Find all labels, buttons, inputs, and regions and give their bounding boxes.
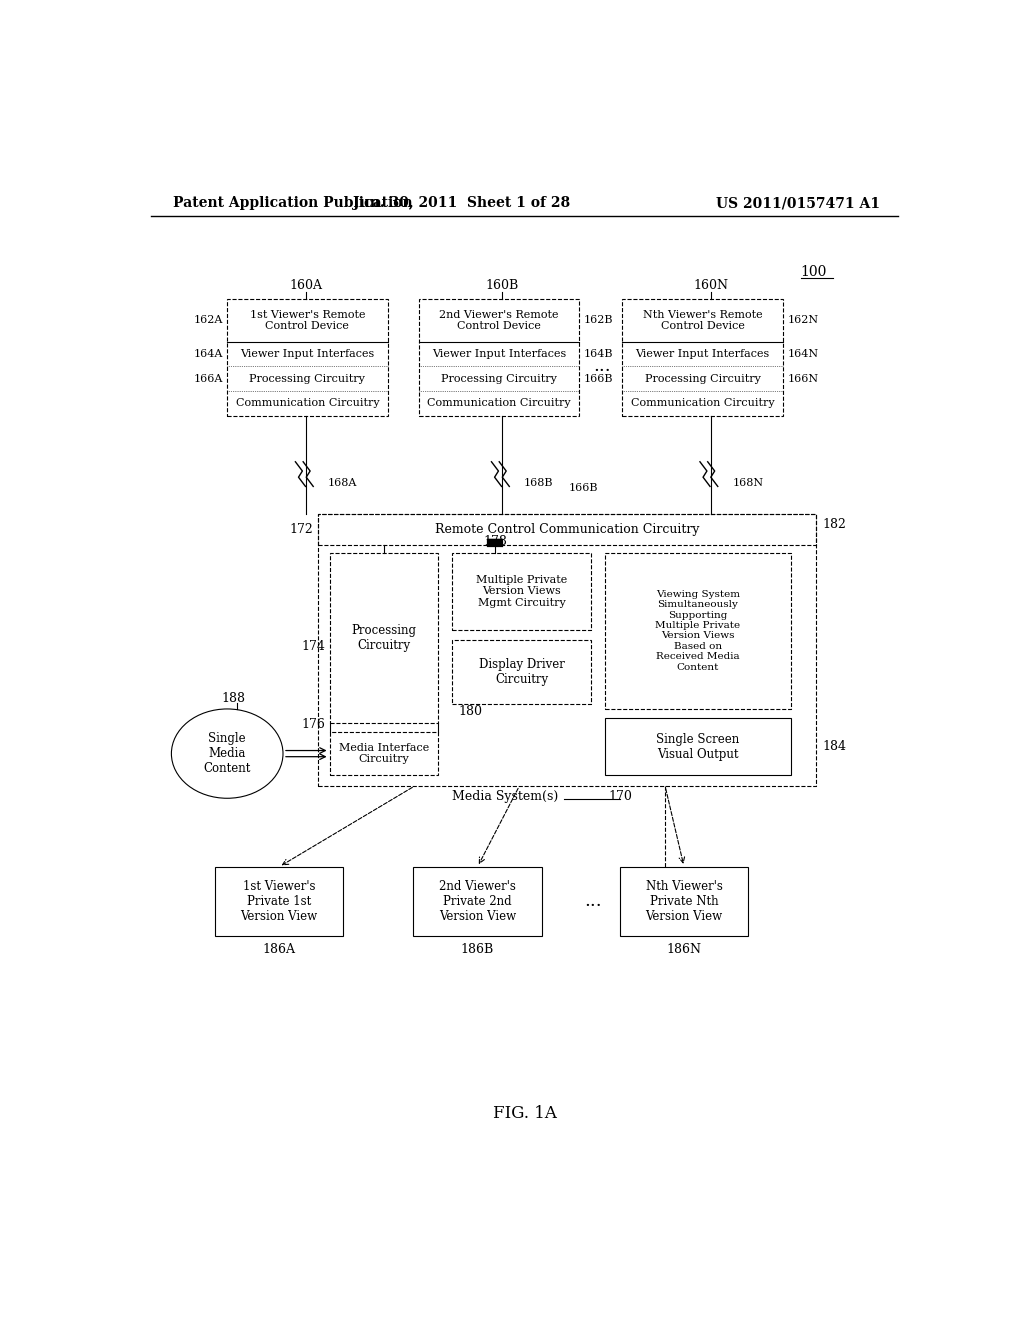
Bar <box>330 553 438 723</box>
Text: 168B: 168B <box>524 478 554 488</box>
Ellipse shape <box>171 709 283 799</box>
Text: Nth Viewer's Remote
Control Device: Nth Viewer's Remote Control Device <box>643 310 763 331</box>
Text: 166N: 166N <box>787 374 818 384</box>
Bar <box>621 867 748 936</box>
Text: 162A: 162A <box>194 315 222 326</box>
Text: Remote Control Communication Circuitry: Remote Control Communication Circuitry <box>435 523 699 536</box>
Text: Processing Circuitry: Processing Circuitry <box>250 374 366 384</box>
Text: Viewer Input Interfaces: Viewer Input Interfaces <box>636 348 770 359</box>
Text: Single Screen
Visual Output: Single Screen Visual Output <box>656 733 739 760</box>
Text: Jun. 30, 2011  Sheet 1 of 28: Jun. 30, 2011 Sheet 1 of 28 <box>352 197 569 210</box>
Text: Media System(s): Media System(s) <box>452 791 562 804</box>
Bar <box>227 300 388 416</box>
Text: 166B: 166B <box>568 483 598 492</box>
Text: 172: 172 <box>290 523 313 536</box>
Text: Display Driver
Circuitry: Display Driver Circuitry <box>479 657 564 686</box>
Bar <box>215 867 343 936</box>
Text: 164B: 164B <box>584 348 613 359</box>
Text: FIG. 1A: FIG. 1A <box>493 1105 557 1122</box>
Text: 160A: 160A <box>290 279 323 292</box>
Text: 184: 184 <box>822 741 847 754</box>
Text: 100: 100 <box>801 265 827 280</box>
Bar <box>414 867 542 936</box>
Text: 166B: 166B <box>584 374 613 384</box>
Bar <box>452 640 592 704</box>
Text: 164A: 164A <box>194 348 222 359</box>
Text: ...: ... <box>584 892 602 911</box>
Bar <box>330 733 438 775</box>
Text: Processing Circuitry: Processing Circuitry <box>645 374 761 384</box>
Text: Media Interface
Circuitry: Media Interface Circuitry <box>339 743 429 764</box>
Text: Multiple Private
Version Views
Mgmt Circuitry: Multiple Private Version Views Mgmt Circ… <box>476 574 567 607</box>
Text: 186B: 186B <box>461 944 495 957</box>
Text: 2nd Viewer's Remote
Control Device: 2nd Viewer's Remote Control Device <box>439 310 558 331</box>
Text: 1st Viewer's Remote
Control Device: 1st Viewer's Remote Control Device <box>250 310 366 331</box>
Text: ...: ... <box>594 358 611 375</box>
Text: 168N: 168N <box>732 478 764 488</box>
Text: 166A: 166A <box>194 374 222 384</box>
Bar <box>623 300 783 416</box>
Bar <box>605 553 791 709</box>
Text: 1st Viewer's
Private 1st
Version View: 1st Viewer's Private 1st Version View <box>241 880 317 923</box>
Text: 186N: 186N <box>667 944 701 957</box>
Text: 186A: 186A <box>262 944 296 957</box>
Text: Communication Circuitry: Communication Circuitry <box>427 399 570 408</box>
Text: Viewer Input Interfaces: Viewer Input Interfaces <box>241 348 375 359</box>
Bar <box>605 718 791 775</box>
Text: Communication Circuitry: Communication Circuitry <box>236 399 379 408</box>
Text: Communication Circuitry: Communication Circuitry <box>631 399 774 408</box>
Text: 170: 170 <box>608 791 633 804</box>
Text: 162N: 162N <box>787 315 818 326</box>
Text: 2nd Viewer's
Private 2nd
Version View: 2nd Viewer's Private 2nd Version View <box>439 880 516 923</box>
Text: 160B: 160B <box>485 279 519 292</box>
Text: US 2011/0157471 A1: US 2011/0157471 A1 <box>716 197 880 210</box>
Bar <box>419 300 579 416</box>
Text: Patent Application Publication: Patent Application Publication <box>173 197 413 210</box>
Text: 176: 176 <box>301 718 325 731</box>
Text: Viewing System
Simultaneously
Supporting
Multiple Private
Version Views
Based on: Viewing System Simultaneously Supporting… <box>655 590 740 672</box>
Text: Viewer Input Interfaces: Viewer Input Interfaces <box>432 348 566 359</box>
Text: Processing
Circuitry: Processing Circuitry <box>351 624 416 652</box>
Text: 178: 178 <box>483 536 507 548</box>
Text: 168A: 168A <box>328 478 357 488</box>
Text: Single
Media
Content: Single Media Content <box>204 733 251 775</box>
Text: Processing Circuitry: Processing Circuitry <box>441 374 557 384</box>
Text: Nth Viewer's
Private Nth
Version View: Nth Viewer's Private Nth Version View <box>645 880 723 923</box>
Text: 182: 182 <box>822 519 846 532</box>
Text: 180: 180 <box>458 705 482 718</box>
Text: 160N: 160N <box>693 279 728 292</box>
Text: 188: 188 <box>221 692 246 705</box>
Bar <box>317 515 816 785</box>
Text: 164N: 164N <box>787 348 818 359</box>
Text: 174: 174 <box>301 640 325 652</box>
Bar <box>317 515 816 545</box>
Text: 162B: 162B <box>584 315 613 326</box>
Bar <box>452 553 592 630</box>
